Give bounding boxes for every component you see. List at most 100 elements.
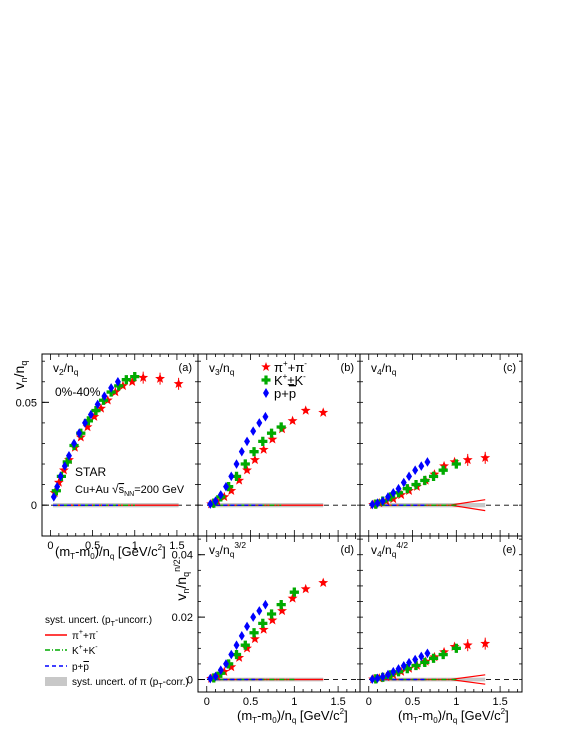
y-axis-label-bottom: vn/nqn/2 [172, 559, 191, 600]
x-tick-label-e: 1.5 [492, 696, 507, 708]
point-proton-e [400, 660, 407, 671]
point-pion-a [127, 376, 138, 386]
x-tick-label-d: 1.5 [330, 696, 345, 708]
point-pion-b [300, 405, 311, 415]
point-kaon-a [91, 405, 101, 416]
point-proton-b [238, 446, 245, 457]
point-pion-a [96, 403, 106, 413]
y-tick-label-a: 0.05 [16, 397, 37, 409]
point-kaon-a [114, 381, 124, 391]
legend-marker-proton [263, 388, 269, 398]
point-kaon-a [121, 375, 131, 385]
point-proton-d [256, 606, 263, 616]
syst-legend-band: syst. uncert. of π (pT-corr.) [72, 677, 189, 690]
y-tick-label-d: 0.02 [172, 612, 193, 624]
particle-legend: π++π- K+±K- p+p [261, 359, 307, 401]
point-pion-b [287, 415, 298, 426]
panel-frame-e [359, 535, 523, 693]
point-proton-d [250, 612, 257, 622]
point-proton-e [424, 648, 431, 659]
point-pion-c [480, 452, 491, 463]
panel-label-c: (c) [503, 362, 516, 374]
panel-title-b: v3/nq [209, 361, 235, 377]
point-proton-a [66, 450, 72, 461]
point-proton-c [395, 483, 402, 494]
x-tick-label-a: 0.5 [85, 540, 100, 552]
x-tick-label-e: 1 [453, 696, 459, 708]
point-proton-a [108, 383, 115, 393]
point-proton-e [412, 654, 419, 665]
point-proton-c [390, 488, 397, 498]
point-proton-c [385, 492, 391, 502]
point-proton-a [87, 409, 94, 420]
syst-line-pion-e [371, 678, 486, 685]
point-kaon-a [130, 372, 140, 382]
point-pion-c [449, 456, 460, 467]
x-axis-label-bottom-d: (mT-m0)/nq [GeV/c2] [237, 707, 348, 725]
panel-d: 0 0.02 0.04 0 0.5 1 1.5 v3/nq3/2 (d) [172, 535, 361, 708]
point-kaon-b [276, 422, 286, 432]
syst-legend: syst. uncert. (pT-uncorr.) π++π- K++K- p… [45, 615, 189, 690]
point-proton-d [223, 659, 229, 669]
centrality-label: 0%-40% [55, 385, 101, 399]
point-pion-b [234, 475, 245, 485]
experiment-label: STAR [75, 465, 106, 479]
point-pion-d [242, 643, 252, 653]
panel-title-d: v3/nq3/2 [209, 540, 246, 559]
point-proton-d [212, 671, 219, 682]
x-axis-label-bottom-e: (mT-m0)/nq [GeV/c2] [398, 707, 509, 725]
point-kaon-d [266, 609, 277, 619]
point-kaon-d [289, 587, 299, 597]
point-kaon-c [438, 465, 448, 475]
point-kaon-d [258, 618, 268, 628]
point-kaon-a [98, 395, 109, 405]
point-pion-b [249, 454, 260, 465]
point-pion-b [242, 464, 252, 475]
point-pion-d [277, 605, 288, 616]
syst-legend-proton: p+p [72, 662, 89, 673]
point-pion-e [462, 640, 473, 650]
point-proton-a [114, 376, 121, 387]
x-tick-label-d: 0 [204, 696, 210, 708]
point-proton-e [418, 651, 425, 662]
panel-label-e: (e) [503, 544, 516, 556]
point-proton-a [57, 471, 64, 482]
point-pion-b [258, 444, 269, 454]
point-proton-a [61, 461, 68, 471]
panel-label-a: (a) [179, 362, 192, 374]
point-kaon-e [411, 660, 421, 671]
point-pion-e [449, 641, 460, 651]
point-proton-e [374, 673, 381, 684]
point-proton-d [238, 631, 245, 641]
point-pion-d [234, 652, 245, 662]
point-kaon-b [266, 428, 277, 438]
point-proton-b [217, 490, 224, 500]
x-tick-label-d: 0.5 [243, 696, 258, 708]
x-axis-label-top: (mT-m0)/nq [GeV/c2] [55, 543, 166, 561]
panel-label-d: (d) [341, 544, 354, 556]
point-kaon-a [62, 457, 72, 467]
point-kaon-b [240, 459, 250, 469]
point-kaon-d [240, 640, 250, 650]
syst-legend-band-swatch [45, 677, 67, 686]
point-pion-d [249, 633, 260, 644]
point-kaon-a [51, 486, 61, 496]
point-pion-a [138, 372, 149, 382]
point-proton-b [233, 459, 240, 469]
point-pion-e [480, 638, 491, 648]
point-proton-c [374, 498, 381, 508]
point-proton-b [223, 481, 229, 492]
point-kaon-d [249, 628, 259, 638]
x-tick-label-a: 1 [132, 540, 138, 552]
point-proton-d [244, 621, 251, 632]
point-kaon-c [411, 479, 421, 490]
point-proton-e [406, 657, 413, 668]
x-tick-label-a: 0 [47, 540, 53, 552]
point-pion-a [82, 421, 93, 432]
point-pion-d [287, 593, 298, 603]
point-kaon-c [451, 459, 461, 469]
x-tick-label-d: 1 [291, 696, 297, 708]
point-proton-d [217, 665, 224, 675]
y-axis-label-top: vn/nq [11, 361, 29, 390]
point-proton-c [412, 465, 419, 475]
